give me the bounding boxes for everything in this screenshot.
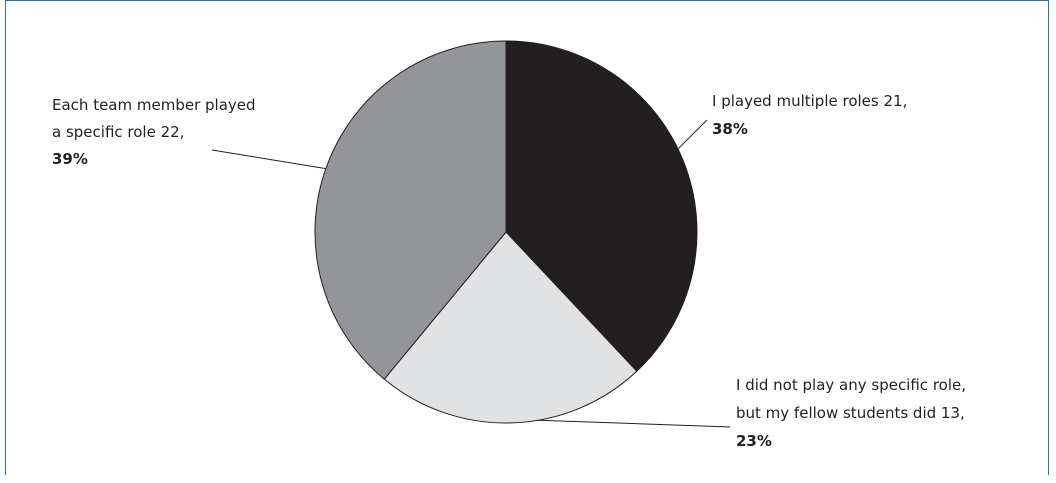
- slice-label-line: I played multiple roles 21,: [712, 92, 907, 110]
- slice-percent: 23%: [736, 432, 772, 450]
- pie-slice-multiple-roles: [505, 40, 698, 372]
- slice-label-line: a specific role 22,: [52, 123, 184, 141]
- pie-slices: [314, 40, 698, 424]
- slice-percent: 39%: [52, 150, 88, 168]
- slice-percent: 38%: [712, 120, 748, 138]
- slice-label-no-specific-role: I did not play any specific role, but my…: [736, 376, 971, 450]
- slice-label-line: I did not play any specific role,: [736, 376, 966, 394]
- pie-slice-each-member-role: [314, 40, 507, 380]
- leader-line: [538, 419, 731, 428]
- slice-label-line: Each team member played: [52, 96, 256, 114]
- leader-lines: [211, 119, 731, 428]
- leader-line: [211, 149, 326, 170]
- chart-frame: [5, 0, 1049, 475]
- leader-line: [677, 119, 708, 150]
- pie-slice-no-specific-role: [383, 231, 638, 424]
- slice-label-line: but my fellow students did 13,: [736, 404, 965, 422]
- slice-label-multiple-roles: I played multiple roles 21, 38%: [712, 92, 912, 138]
- slice-label-each-member-role: Each team member played a specific role …: [52, 96, 260, 168]
